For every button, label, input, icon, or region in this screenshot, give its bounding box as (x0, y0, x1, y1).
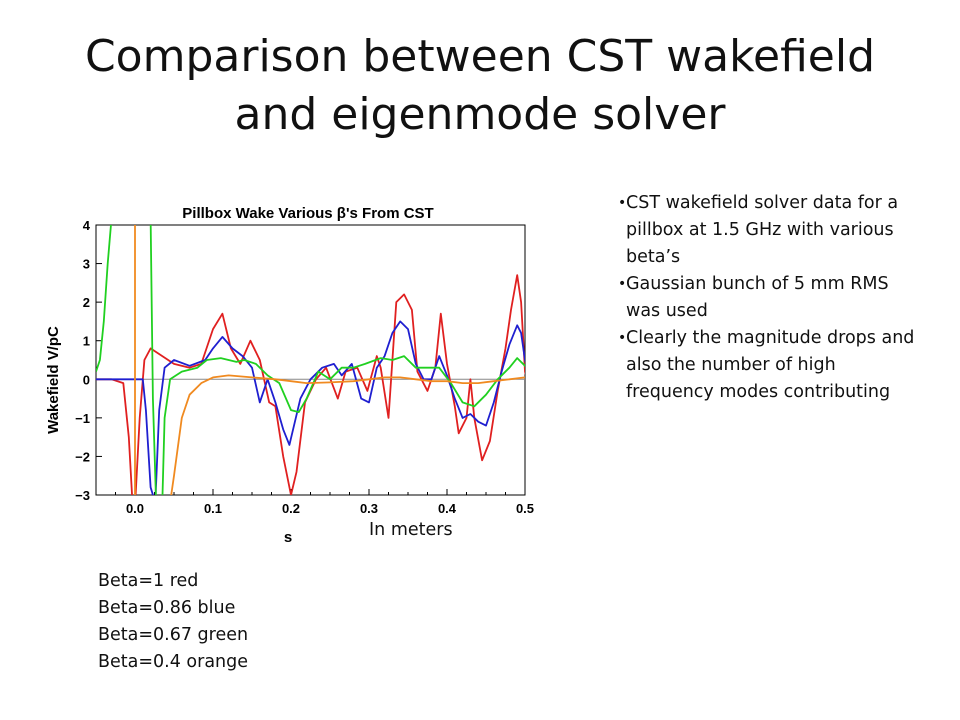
series-line (96, 320, 525, 495)
series-group (96, 225, 525, 495)
slide-title-line-1: Comparison between CST wakefield (84, 31, 876, 82)
y-tick-label: 4 (83, 218, 91, 233)
bullet-list: CST wakefield solver data for a pillbox … (618, 190, 928, 406)
y-tick-label: −2 (75, 449, 90, 464)
slide-title-line-2: and eigenmode solver (234, 89, 726, 140)
wakefield-chart: Pillbox Wake Various β's From CST 0.0 0.1… (45, 205, 534, 546)
y-axis-label: Wakefield V/pC (45, 326, 62, 434)
y-axis-ticks: −3 −2 −1 0 1 2 3 4 (75, 218, 102, 503)
beta-legend-item: Beta=0.67 green (98, 625, 249, 645)
x-axis-ticks: 0.0 0.1 0.2 0.3 0.4 0.5 (95, 489, 534, 516)
beta-legend-item: Beta=0.86 blue (98, 598, 236, 618)
x-tick-label: 0.0 (126, 501, 144, 516)
bullet-item: Gaussian bunch of 5 mm RMS was used (618, 271, 928, 325)
beta-legend-item: Beta=0.4 orange (98, 652, 249, 672)
series-line (96, 274, 525, 495)
y-tick-label: 2 (83, 295, 90, 310)
x-tick-label: 0.2 (282, 501, 300, 516)
x-tick-label: 0.4 (438, 501, 457, 516)
y-tick-label: 3 (83, 257, 90, 272)
series-line (134, 225, 525, 495)
plot-area: 0.0 0.1 0.2 0.3 0.4 0.5 −3 −2 −1 0 1 2 3 4 (75, 218, 534, 516)
y-tick-label: −1 (75, 411, 90, 426)
y-tick-label: 1 (83, 334, 90, 349)
beta-legend: Beta=1 red Beta=0.86 blue Beta=0.67 gree… (98, 568, 248, 676)
plot-frame (95, 224, 526, 496)
series-line (96, 225, 525, 495)
x-tick-label: 0.5 (516, 501, 534, 516)
x-tick-label: 0.1 (204, 501, 222, 516)
bullet-item: Clearly the magnitude drops and also the… (618, 325, 928, 406)
beta-legend-item: Beta=1 red (98, 571, 199, 591)
x-tick-label: 0.3 (360, 501, 378, 516)
y-tick-label: −3 (75, 488, 90, 503)
y-tick-label: 0 (83, 372, 90, 387)
x-axis-label: s (284, 529, 292, 546)
slide-title: Comparison between CST wakefield and eig… (40, 28, 920, 144)
chart-title: Pillbox Wake Various β's From CST (182, 205, 433, 222)
bullet-item: CST wakefield solver data for a pillbox … (618, 190, 928, 271)
units-note: In meters (369, 520, 453, 540)
